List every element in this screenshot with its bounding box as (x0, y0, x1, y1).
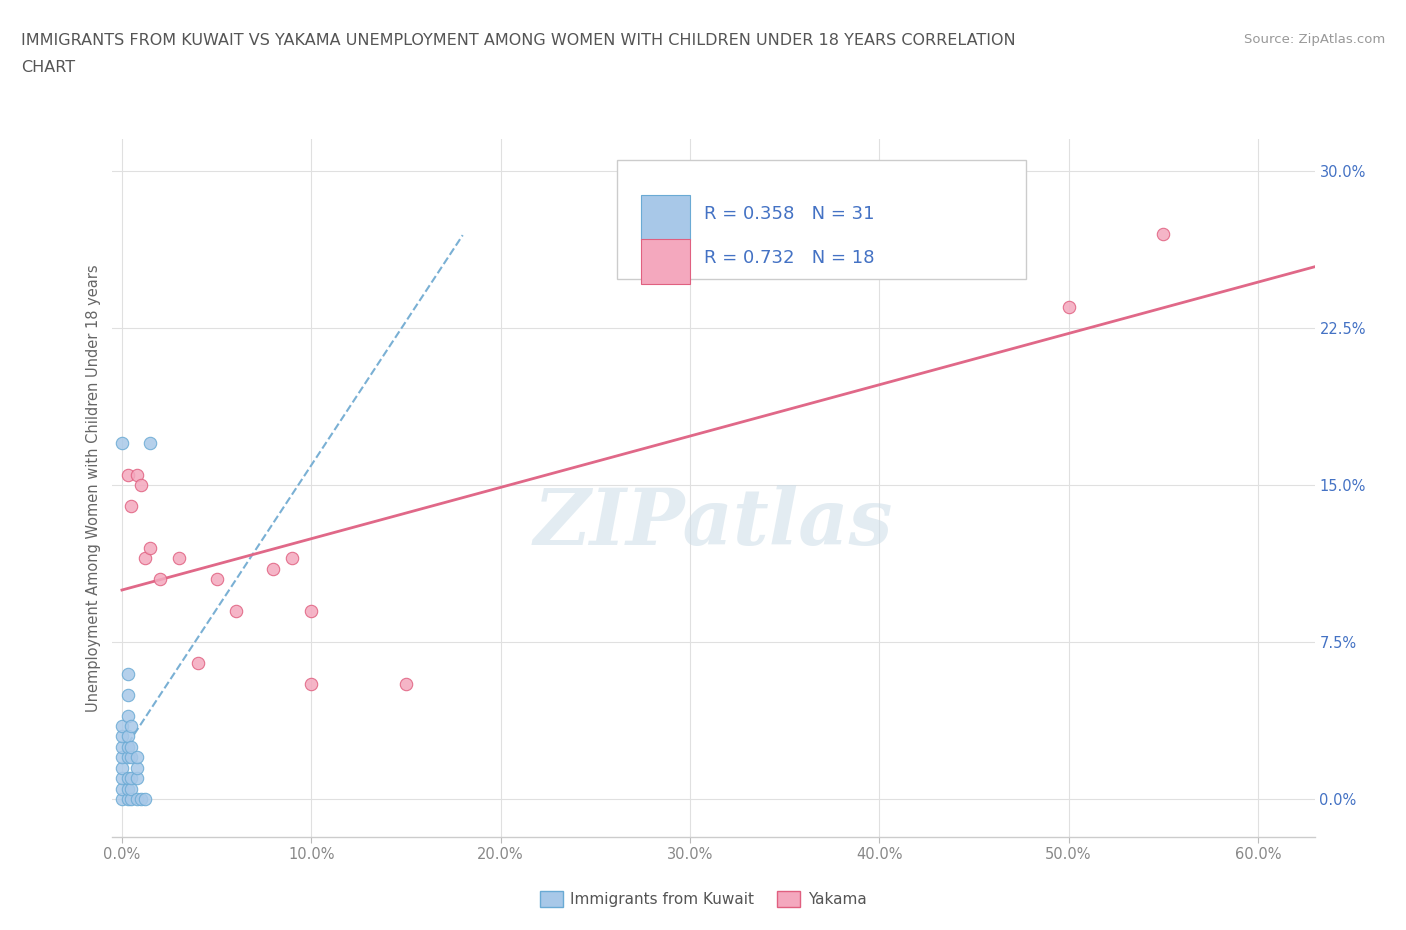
Point (120, 791, 142, 806)
Text: ZIPatlas: ZIPatlas (534, 485, 893, 562)
Point (117, 467, 139, 482)
Point (117, 666, 139, 681)
Point (117, 729, 139, 744)
Point (134, 791, 156, 806)
Point (111, 719, 134, 734)
Point (139, 540, 162, 555)
Point (111, 771, 134, 786)
Point (127, 761, 149, 776)
Point (111, 750, 134, 764)
Bar (641, 194, 689, 240)
Point (111, 436, 134, 451)
Point (120, 781, 142, 796)
Text: R = 0.358   N = 31: R = 0.358 N = 31 (704, 205, 875, 223)
Point (127, 771, 149, 786)
Point (129, 791, 152, 806)
Point (120, 719, 142, 734)
Point (111, 739, 134, 754)
Point (225, 604, 247, 618)
FancyBboxPatch shape (617, 161, 1026, 279)
Point (281, 551, 304, 565)
Point (117, 687, 139, 702)
Point (117, 708, 139, 723)
Bar (641, 239, 689, 284)
Point (111, 791, 134, 806)
Point (120, 750, 142, 764)
Point (299, 604, 322, 618)
Point (127, 750, 149, 764)
Point (117, 781, 139, 796)
Text: CHART: CHART (21, 60, 75, 75)
Y-axis label: Unemployment Among Women with Children Under 18 years: Unemployment Among Women with Children U… (86, 264, 101, 712)
Point (167, 551, 190, 565)
Point (129, 478, 152, 493)
Point (117, 739, 139, 754)
Point (134, 551, 156, 565)
Text: IMMIGRANTS FROM KUWAIT VS YAKAMA UNEMPLOYMENT AMONG WOMEN WITH CHILDREN UNDER 18: IMMIGRANTS FROM KUWAIT VS YAKAMA UNEMPLO… (21, 33, 1015, 47)
Text: Source: ZipAtlas.com: Source: ZipAtlas.com (1244, 33, 1385, 46)
Point (262, 562, 284, 577)
Point (117, 791, 139, 806)
Point (111, 761, 134, 776)
Point (127, 467, 149, 482)
Point (120, 771, 142, 786)
Point (1057, 299, 1080, 314)
Point (117, 750, 139, 764)
Point (299, 677, 322, 692)
Point (111, 781, 134, 796)
Point (149, 572, 172, 587)
Point (205, 572, 228, 587)
Point (1152, 226, 1174, 241)
Point (120, 498, 142, 513)
Point (395, 677, 418, 692)
Point (187, 656, 209, 671)
Point (127, 791, 149, 806)
Text: R = 0.732   N = 18: R = 0.732 N = 18 (704, 248, 875, 267)
Legend: Immigrants from Kuwait, Yakama: Immigrants from Kuwait, Yakama (533, 884, 873, 913)
Point (120, 739, 142, 754)
Point (139, 436, 162, 451)
Point (111, 729, 134, 744)
Point (117, 771, 139, 786)
